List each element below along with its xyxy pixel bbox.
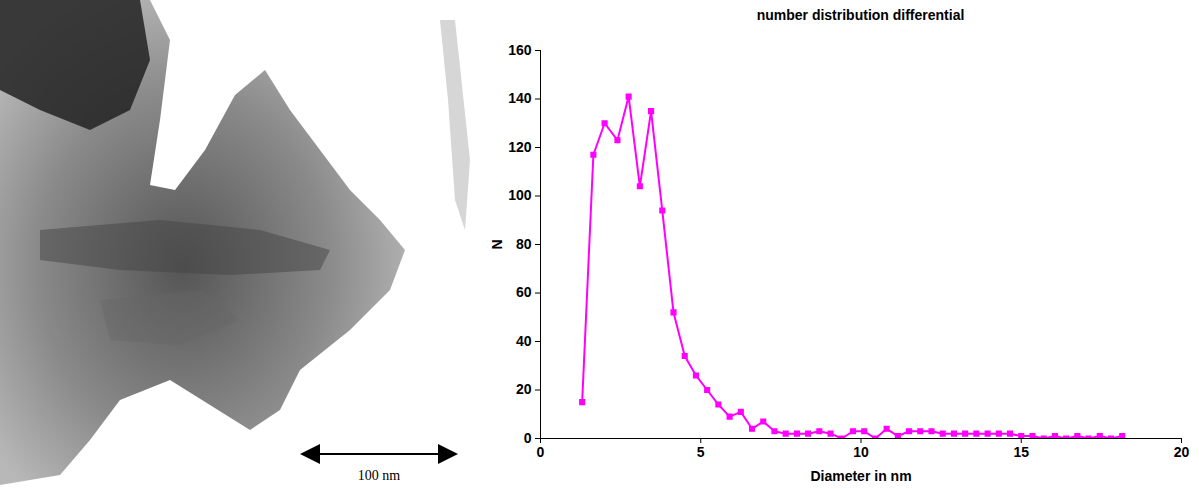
svg-text:100 nm: 100 nm xyxy=(358,468,401,483)
svg-text:0: 0 xyxy=(537,444,545,460)
html-text:number distribution differenti: number distribution differential xyxy=(756,7,965,23)
svg-text:120: 120 xyxy=(508,139,532,155)
svg-text:20: 20 xyxy=(516,381,532,397)
svg-text:40: 40 xyxy=(516,333,532,349)
svg-text:0: 0 xyxy=(524,430,532,446)
svg-text:20: 20 xyxy=(1174,444,1190,460)
svg-text:60: 60 xyxy=(516,284,532,300)
svg-text:15: 15 xyxy=(1013,444,1029,460)
svg-text:Diameter in nm: Diameter in nm xyxy=(810,468,911,484)
svg-text:100: 100 xyxy=(508,187,532,203)
svg-text:160: 160 xyxy=(508,42,532,58)
svg-text:5: 5 xyxy=(697,444,705,460)
svg-text:80: 80 xyxy=(516,236,532,252)
svg-text:140: 140 xyxy=(508,90,532,106)
svg-text:10: 10 xyxy=(853,444,869,460)
svg-text:N: N xyxy=(489,239,505,249)
